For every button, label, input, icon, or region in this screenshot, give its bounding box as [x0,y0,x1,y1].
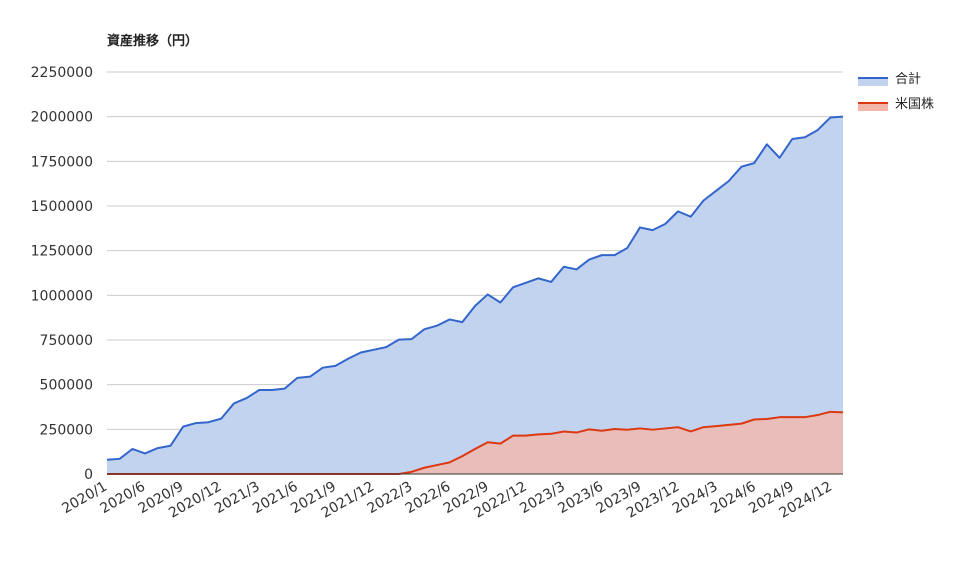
y-tick-label: 750000 [40,333,93,349]
x-tick-labels: 2020/12020/62020/92020/122021/32021/6202… [59,479,835,522]
legend-label: 米国株 [895,97,934,112]
series-area-0 [107,116,843,475]
y-tick-label: 0 [84,467,93,483]
y-tick-label: 1500000 [31,199,93,215]
chart-title: 資産推移（円） [107,33,198,49]
gridlines [107,71,843,430]
series-line-0 [106,115,844,461]
y-tick-label: 2000000 [31,110,93,126]
legend-item-0[interactable]: 合計 [858,71,921,87]
y-tick-label: 250000 [40,422,93,438]
y-tick-label: 2250000 [31,65,93,81]
legend-label: 合計 [895,71,921,87]
area-fills [107,116,843,475]
y-tick-label: 1250000 [31,244,93,260]
y-tick-label: 1750000 [31,154,93,170]
series-area-1 [107,411,843,474]
legend-swatch-fill [858,103,888,111]
y-tick-label: 1000000 [31,288,93,304]
y-tick-label: 500000 [40,378,93,394]
legend-item-1[interactable]: 米国株 [858,97,934,112]
y-tick-labels: 0 250000 500000 750000 1000000 1250000 1500000… [31,65,93,483]
legend-swatch-fill [858,78,888,86]
